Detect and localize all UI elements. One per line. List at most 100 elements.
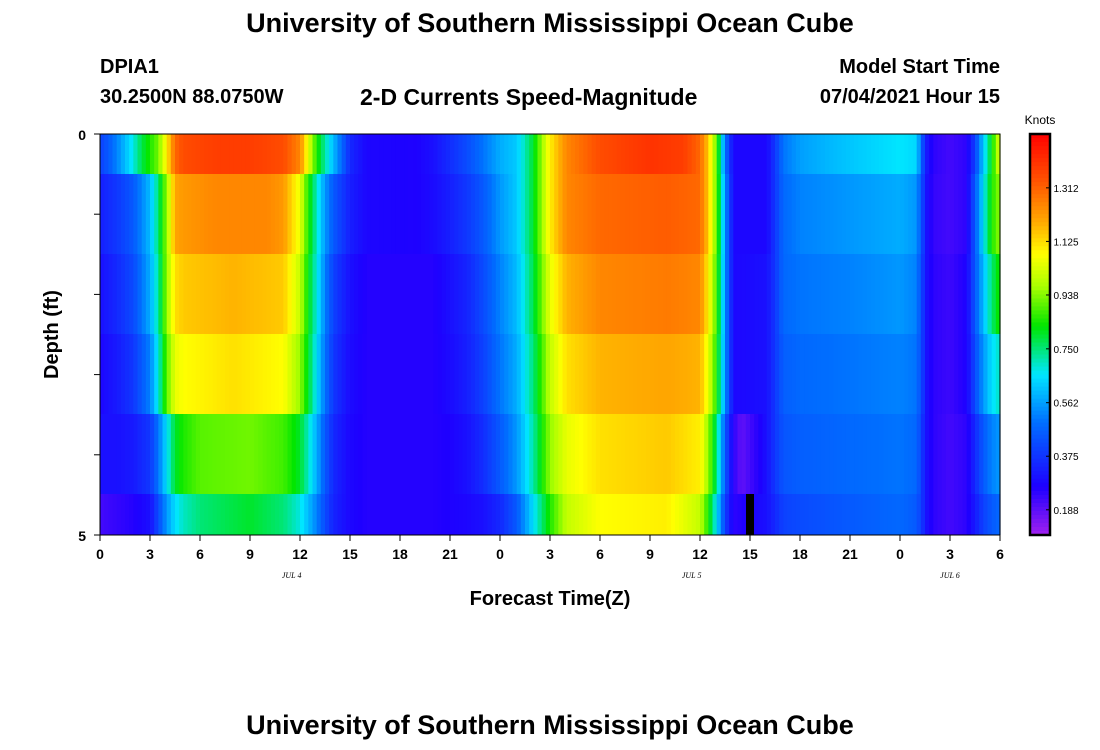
heatmap-cell [850,134,855,174]
heatmap-cell [212,134,218,174]
heatmap-cell [270,494,276,535]
heatmap-cell [900,414,905,494]
heatmap-cell [945,254,951,334]
heatmap-cell [129,174,134,254]
heatmap-cell [370,414,376,494]
heatmap-cell [816,494,822,535]
heatmap-cell [954,494,959,535]
heatmap-cell [508,494,514,535]
colorbar-segment [1030,354,1050,360]
heatmap-cell [525,174,530,254]
heatmap-cell [779,254,784,334]
heatmap-cell [591,174,597,254]
heatmap-cell [291,174,297,254]
heatmap-cell [200,494,205,535]
heatmap-cell [762,134,768,174]
heatmap-cell [404,494,409,535]
heatmap-cell [325,414,330,494]
heatmap-cell [220,334,226,414]
heatmap-cell [412,254,418,334]
heatmap-cell [183,134,189,174]
heatmap-cell [187,134,193,174]
heatmap-cell [870,494,876,535]
heatmap-cell [479,414,484,494]
heatmap-cell [487,494,493,535]
heatmap-cell [695,334,701,414]
heatmap-cell [791,254,797,334]
heatmap-cell [425,334,430,414]
heatmap-cell [558,334,564,414]
heatmap-cell [741,174,747,254]
heatmap-cell [329,254,334,334]
heatmap-cell [725,414,730,494]
heatmap-cell [375,254,380,334]
heatmap-cell [187,334,193,414]
heatmap-cell [616,254,622,334]
heatmap-cell [366,134,372,174]
heatmap-cell [304,174,309,254]
heatmap-cell [275,334,280,414]
heatmap-cell [129,134,134,174]
heatmap-cell [495,414,501,494]
heatmap-cell [770,174,776,254]
heatmap-cell [650,494,655,535]
heatmap-cell [158,174,164,254]
heatmap-cell [795,334,801,414]
heatmap-cell [512,174,518,254]
heatmap-cell [695,494,701,535]
heatmap-cell [841,414,847,494]
heatmap-cell [525,494,530,535]
colorbar-segment [1030,430,1050,436]
heatmap-cell [966,494,972,535]
colorbar-segment [1030,510,1050,516]
heatmap-cell [637,254,643,334]
heatmap-cell [570,414,576,494]
heatmap-cell [604,174,609,254]
heatmap-cell [433,494,439,535]
heatmap-cell [437,254,443,334]
heatmap-cell [270,334,276,414]
heatmap-cell [800,254,805,334]
heatmap-cell [712,134,718,174]
heatmap-cell [633,494,639,535]
heatmap-cell [412,174,418,254]
heatmap-cell [837,414,843,494]
heatmap-cell [300,174,305,254]
heatmap-cell [958,494,964,535]
heatmap-cell [325,494,330,535]
heatmap-cell [195,254,201,334]
heatmap-cell [537,334,543,414]
heatmap-cell [558,414,564,494]
heatmap-cell [466,414,472,494]
heatmap-cell [275,414,280,494]
heatmap-cell [325,174,330,254]
colorbar-tick-label: 1.312 [1053,184,1078,195]
heatmap-cell [216,254,222,334]
heatmap-cell [254,334,259,414]
heatmap-cell [516,254,522,334]
heatmap-cell [437,334,443,414]
heatmap-cell [804,254,809,334]
heatmap-cell [612,414,618,494]
colorbar-tick-label: 0.938 [1053,291,1078,302]
heatmap-cell [516,334,522,414]
heatmap-cell [995,414,1001,494]
heatmap-cell [404,134,409,174]
heatmap-cell [291,134,297,174]
colorbar-segment [1030,482,1050,488]
heatmap-cell [941,414,947,494]
heatmap-cell [833,134,839,174]
colorbar-segment [1030,246,1050,251]
heatmap-cell [987,334,993,414]
heatmap-cell [387,134,393,174]
heatmap-cell [800,494,805,535]
heatmap-cell [433,134,439,174]
heatmap-cell [200,134,205,174]
heatmap-cell [895,334,901,414]
heatmap-cell [970,174,976,254]
colorbar-segment [1030,206,1050,211]
heatmap-cell [587,414,593,494]
heatmap-cell [920,334,926,414]
heatmap-cell [712,254,718,334]
heatmap-cell [208,334,214,414]
